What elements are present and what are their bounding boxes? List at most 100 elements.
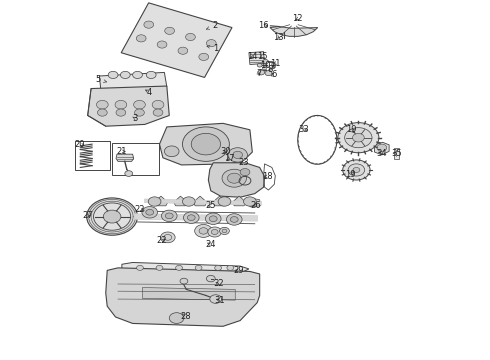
Circle shape: [121, 71, 130, 78]
Circle shape: [178, 47, 188, 54]
Circle shape: [169, 313, 184, 323]
Circle shape: [98, 109, 107, 116]
Text: 12: 12: [293, 14, 303, 23]
Text: 6: 6: [271, 71, 277, 80]
Circle shape: [343, 160, 370, 180]
Circle shape: [199, 53, 209, 60]
Circle shape: [244, 197, 256, 206]
Circle shape: [182, 197, 195, 206]
Text: 5: 5: [96, 75, 107, 84]
Polygon shape: [88, 86, 169, 126]
Circle shape: [144, 21, 154, 28]
Circle shape: [165, 27, 174, 35]
Circle shape: [222, 169, 246, 187]
Polygon shape: [173, 196, 187, 206]
Text: 10: 10: [260, 61, 271, 70]
Circle shape: [94, 203, 131, 230]
Circle shape: [142, 207, 158, 218]
Circle shape: [137, 265, 144, 270]
Circle shape: [258, 70, 265, 75]
Text: 16: 16: [258, 21, 269, 30]
Circle shape: [205, 213, 221, 225]
Circle shape: [220, 227, 229, 234]
Text: 9: 9: [270, 62, 276, 71]
Circle shape: [227, 265, 234, 270]
Text: 29: 29: [234, 266, 245, 275]
Circle shape: [183, 212, 199, 224]
Polygon shape: [121, 3, 232, 77]
Bar: [112, 143, 159, 175]
Circle shape: [164, 146, 179, 157]
Circle shape: [215, 265, 221, 270]
Polygon shape: [99, 72, 167, 90]
Text: 1: 1: [207, 44, 219, 53]
Text: 25: 25: [205, 201, 216, 210]
Circle shape: [218, 197, 231, 206]
Polygon shape: [193, 196, 207, 206]
Circle shape: [160, 232, 175, 243]
Text: 22: 22: [157, 237, 167, 246]
Text: 24: 24: [205, 240, 216, 249]
Text: 33: 33: [298, 125, 309, 134]
Circle shape: [147, 71, 156, 78]
Text: 13: 13: [273, 33, 284, 42]
Circle shape: [115, 100, 127, 109]
Circle shape: [206, 40, 216, 47]
Circle shape: [208, 227, 221, 237]
Circle shape: [209, 216, 217, 222]
Circle shape: [153, 109, 163, 116]
Circle shape: [195, 225, 212, 237]
Polygon shape: [208, 163, 265, 197]
Circle shape: [191, 134, 220, 155]
Polygon shape: [144, 208, 149, 211]
Text: 19: 19: [346, 125, 357, 134]
Text: 30: 30: [220, 147, 231, 156]
Circle shape: [377, 144, 387, 151]
Text: 17: 17: [224, 154, 235, 163]
Text: 14: 14: [247, 53, 258, 62]
Circle shape: [146, 210, 154, 215]
Circle shape: [134, 100, 146, 109]
Circle shape: [199, 228, 208, 234]
Text: 11: 11: [270, 59, 281, 68]
Text: 7: 7: [256, 69, 261, 78]
Circle shape: [265, 71, 272, 76]
Circle shape: [352, 134, 364, 142]
Text: 32: 32: [213, 279, 223, 288]
Circle shape: [228, 148, 247, 162]
Circle shape: [180, 278, 188, 284]
Circle shape: [226, 214, 242, 225]
Circle shape: [152, 100, 164, 109]
Circle shape: [148, 197, 161, 206]
Polygon shape: [106, 268, 260, 326]
Polygon shape: [374, 142, 389, 155]
Circle shape: [182, 127, 229, 161]
Circle shape: [133, 71, 143, 78]
Circle shape: [233, 151, 243, 158]
Text: 21: 21: [117, 147, 127, 156]
Circle shape: [338, 123, 379, 153]
Polygon shape: [213, 196, 226, 206]
Circle shape: [186, 33, 196, 41]
Text: 4: 4: [146, 87, 152, 96]
Circle shape: [87, 198, 138, 235]
Circle shape: [263, 59, 269, 64]
Text: 18: 18: [262, 172, 273, 181]
Circle shape: [344, 128, 372, 148]
Polygon shape: [394, 148, 399, 159]
Polygon shape: [143, 288, 235, 300]
Text: 23: 23: [239, 158, 249, 167]
Circle shape: [165, 213, 173, 219]
Circle shape: [210, 295, 221, 303]
Polygon shape: [232, 196, 246, 206]
Circle shape: [227, 173, 241, 183]
Text: 19: 19: [345, 170, 356, 179]
Text: 35: 35: [391, 149, 402, 158]
Text: 26: 26: [250, 201, 261, 210]
Circle shape: [187, 215, 195, 221]
Circle shape: [161, 210, 177, 222]
Polygon shape: [270, 27, 318, 36]
Circle shape: [257, 63, 262, 67]
Circle shape: [103, 210, 121, 223]
Polygon shape: [122, 262, 249, 273]
